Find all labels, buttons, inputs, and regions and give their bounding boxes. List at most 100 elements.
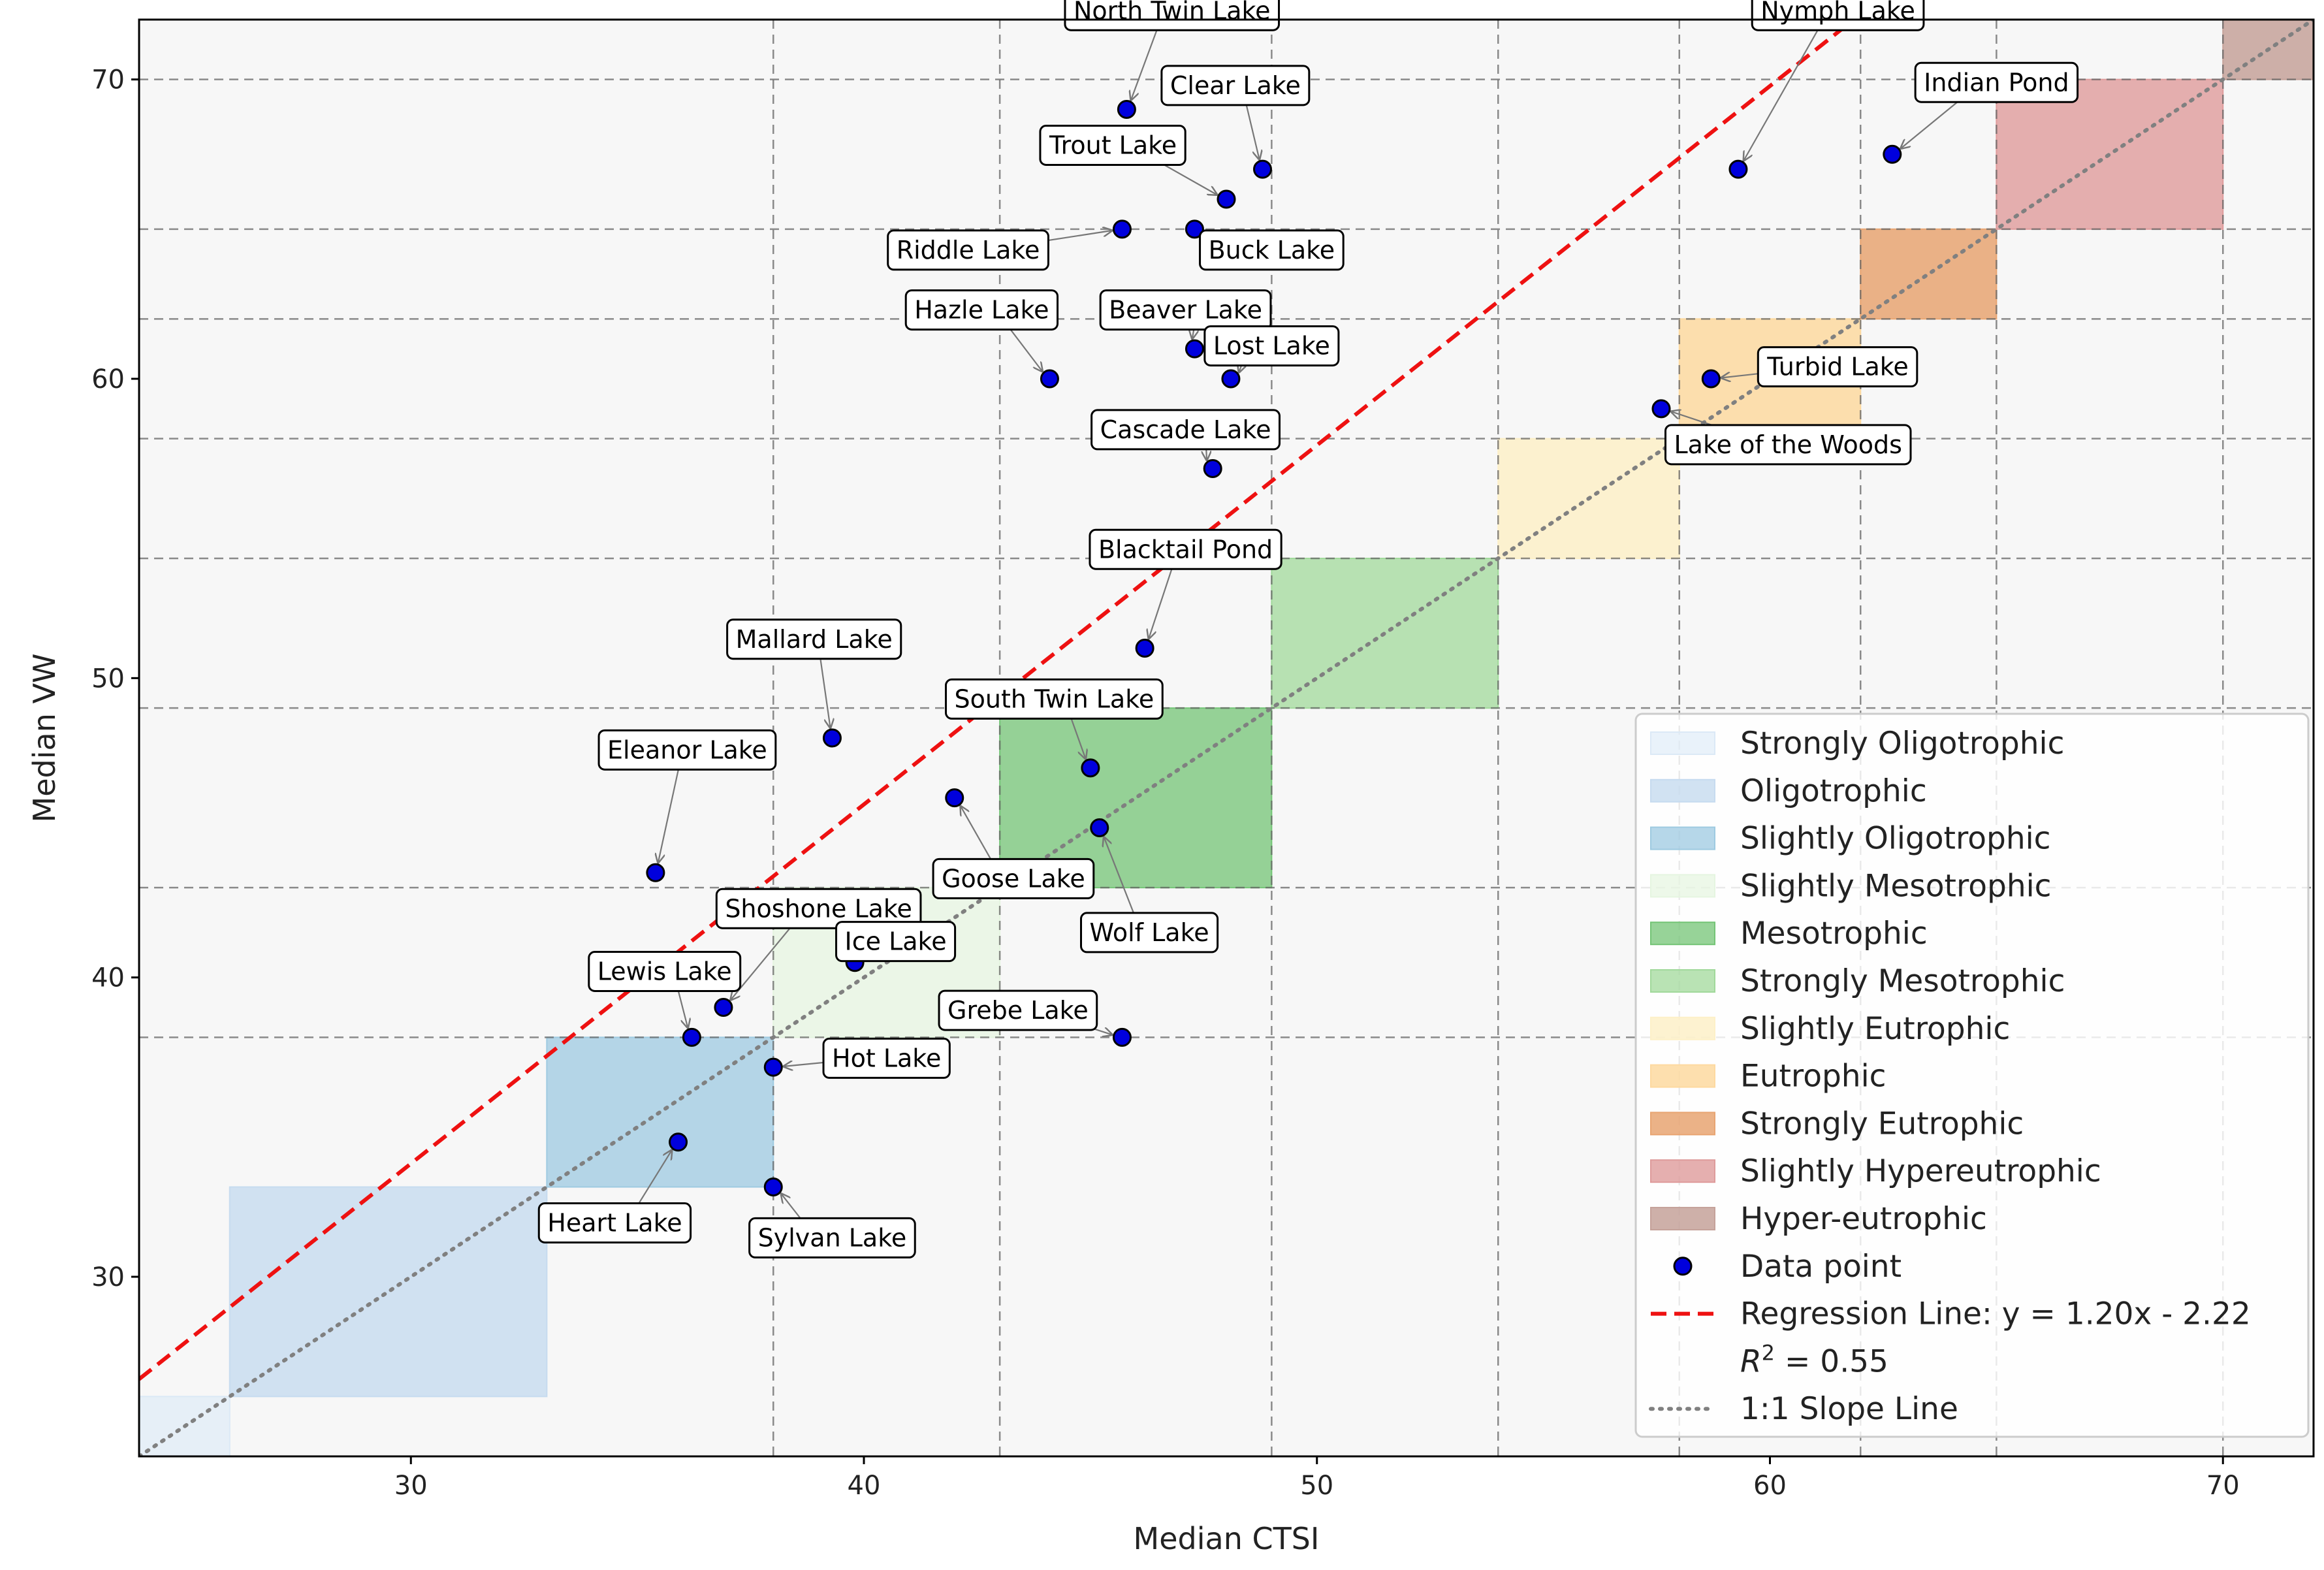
label-box	[1664, 424, 1912, 466]
legend-label: Data point	[1740, 1249, 1902, 1285]
point-label-lake-of-the-woods: Lake of the Woods	[1664, 424, 1912, 466]
label-text: Cascade Lake	[1100, 415, 1271, 444]
point-label-hot-lake: Hot Lake	[822, 1037, 951, 1079]
label-box	[822, 1037, 951, 1079]
legend-swatch	[1650, 1207, 1715, 1230]
label-text: Beaver Lake	[1109, 296, 1262, 325]
legend-swatch	[1650, 874, 1715, 898]
data-point	[1728, 159, 1748, 179]
data-point	[1185, 339, 1204, 359]
label-box	[932, 857, 1095, 899]
label-text: Wolf Lake	[1090, 918, 1209, 947]
point-label-south-twin-lake: South Twin Lake	[945, 678, 1164, 720]
x-tick-label: 70	[2206, 1471, 2240, 1501]
label-box	[748, 1217, 916, 1258]
legend-swatch	[1650, 731, 1715, 755]
label-box	[1089, 528, 1282, 570]
data-point	[669, 1132, 688, 1152]
y-axis-title: Median VW	[27, 654, 62, 823]
legend-swatch	[1650, 778, 1715, 803]
label-arrow	[731, 923, 795, 1000]
label-box	[904, 289, 1059, 331]
legend-swatch	[1650, 826, 1715, 850]
point-labels: North Twin Lake Clear Lake Trout Lake Riddl…	[537, 0, 2079, 1258]
legend-label: Eutrophic	[1740, 1059, 1886, 1095]
label-arrow	[820, 660, 831, 728]
label-text: Shoshone Lake	[725, 894, 912, 923]
x-tick-label: 60	[1753, 1471, 1787, 1501]
label-box	[1090, 409, 1281, 451]
label-text: Hazle Lake	[914, 296, 1049, 325]
point-label-riddle-lake: Riddle Lake	[887, 229, 1049, 271]
legend-swatch	[1650, 1112, 1715, 1136]
point-label-heart-lake: Heart Lake	[537, 1202, 692, 1243]
label-text: Lewis Lake	[597, 957, 732, 986]
label-text: Turbid Lake	[1766, 353, 1909, 381]
label-arrow	[1070, 717, 1085, 759]
legend-label: Strongly Oligotrophic	[1740, 726, 2064, 761]
point-label-trout-lake: Trout Lake	[1039, 125, 1186, 166]
legend-label: Slightly Eutrophic	[1740, 1011, 2010, 1047]
data-point	[1185, 219, 1204, 239]
label-box	[1199, 229, 1345, 271]
point-label-north-twin-lake: North Twin Lake	[1064, 0, 1281, 31]
label-text: Sylvan Lake	[758, 1223, 907, 1252]
data-point	[1090, 818, 1109, 837]
x-tick-label: 40	[848, 1471, 881, 1501]
data-point	[1112, 1027, 1132, 1047]
point-label-ice-lake: Ice Lake	[835, 921, 957, 963]
data-point	[1203, 459, 1222, 478]
data-points	[646, 100, 1902, 1196]
axis-ticks: 30 40 50 60 70 30 40 50 60 70	[91, 65, 2240, 1501]
data-point	[1253, 159, 1272, 179]
regression-line	[139, 20, 1857, 1381]
legend: Strongly Oligotrophic Oligotrophic Slightl…	[1634, 713, 2310, 1438]
legend-label: Strongly Mesotrophic	[1740, 963, 2065, 999]
label-arrow	[1901, 93, 1967, 148]
point-label-hazle-lake: Hazle Lake	[904, 289, 1059, 331]
data-point	[1135, 639, 1154, 658]
data-point	[1883, 144, 1902, 164]
y-tick-label: 30	[91, 1262, 125, 1292]
legend-label: Strongly Eutrophic	[1740, 1106, 2024, 1142]
legend-point-marker	[1673, 1257, 1693, 1276]
legend-label: Slightly Oligotrophic	[1740, 821, 2051, 857]
data-point	[763, 1057, 783, 1077]
y-tick-label: 70	[91, 65, 125, 95]
label-text: Grebe Lake	[947, 996, 1089, 1025]
label-box	[588, 951, 742, 992]
legend-label: Mesotrophic	[1740, 916, 1928, 952]
label-text: Buck Lake	[1209, 236, 1335, 264]
data-point	[714, 998, 733, 1017]
point-label-wolf-lake: Wolf Lake	[1080, 912, 1219, 953]
label-text: Nymph Lake	[1760, 0, 1915, 25]
label-box	[1914, 61, 2079, 103]
legend-swatch	[1650, 1159, 1715, 1183]
label-box	[1751, 0, 1925, 31]
y-tick-label: 50	[91, 664, 125, 694]
data-point	[1217, 189, 1236, 209]
label-box	[726, 618, 902, 660]
point-label-indian-pond: Indian Pond	[1914, 61, 2079, 103]
label-text: Eleanor Lake	[607, 735, 767, 764]
label-text: Riddle Lake	[897, 236, 1040, 264]
label-box	[1203, 325, 1340, 367]
y-tick-label: 40	[91, 963, 125, 993]
legend-label: Hyper-eutrophic	[1740, 1201, 1987, 1237]
label-box	[1160, 65, 1311, 106]
data-point	[1701, 369, 1721, 389]
legend-r2: R2 = 0.55	[1740, 1340, 1888, 1379]
point-label-sylvan-lake: Sylvan Lake	[748, 1217, 916, 1258]
point-label-lewis-lake: Lewis Lake	[588, 951, 742, 992]
label-text: Ice Lake	[845, 927, 947, 956]
data-point	[1040, 369, 1059, 389]
data-point	[1221, 369, 1241, 389]
label-box	[938, 989, 1098, 1031]
label-text: Trout Lake	[1049, 131, 1177, 160]
legend-label: Slightly Mesotrophic	[1740, 868, 2052, 904]
data-point	[1651, 399, 1671, 419]
point-label-shoshone-lake: Shoshone Lake	[715, 888, 922, 929]
x-tick-label: 50	[1300, 1471, 1333, 1501]
label-box	[1757, 346, 1918, 388]
x-axis-title: Median CTSI	[1134, 1521, 1320, 1556]
